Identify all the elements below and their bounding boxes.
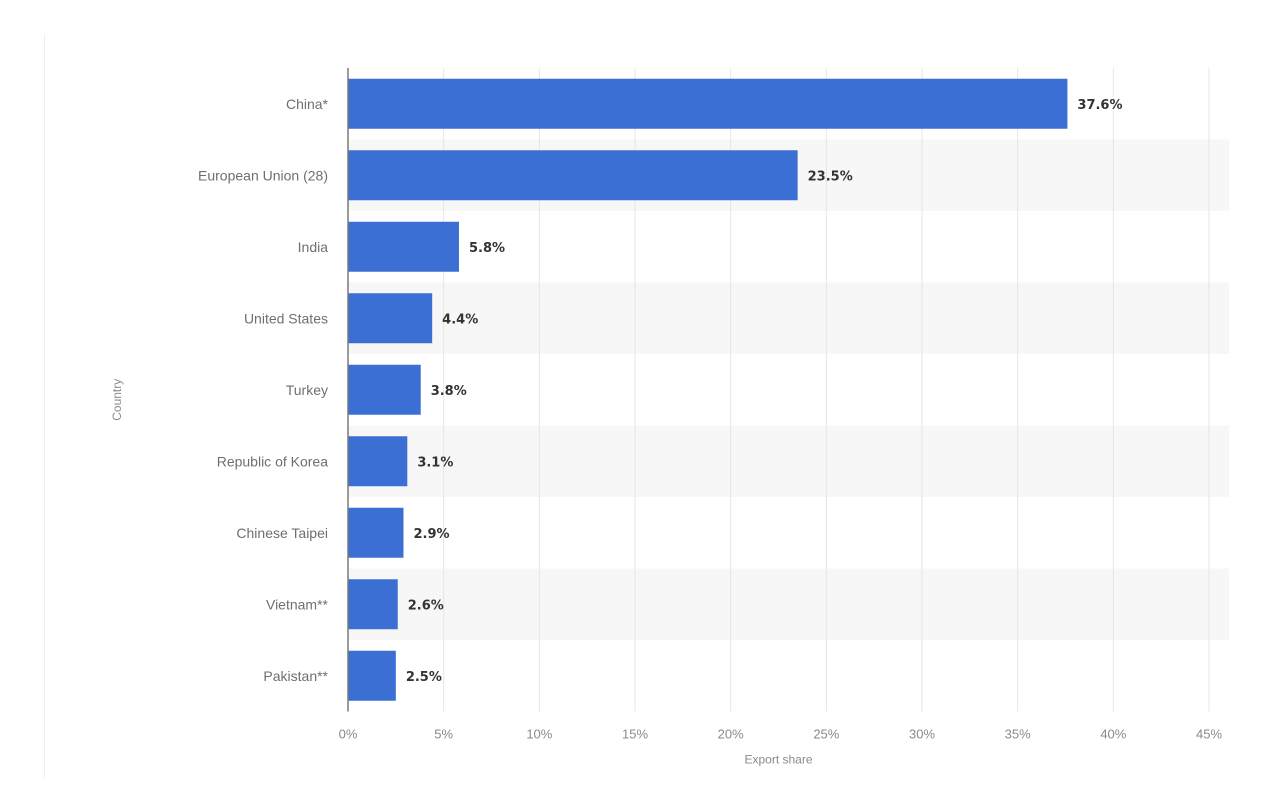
- x-tick-labels: 0% 5% 10% 15% 20% 25% 30% 35% 40% 45%: [339, 727, 1223, 742]
- bar: [348, 150, 798, 201]
- bar: [348, 650, 396, 701]
- x-tick-label: 15%: [622, 727, 648, 742]
- row-band: [348, 568, 1229, 640]
- x-tick-label: 45%: [1196, 727, 1222, 742]
- category-labels: China* European Union (28) India United Sta…: [198, 96, 329, 684]
- data-labels: 37.6% 23.5% 5.8% 4.4% 3.8% 3.1% 2.9% 2.6% 2.5%: [406, 98, 1123, 685]
- x-tick-label: 25%: [813, 727, 839, 742]
- x-tick-label: 30%: [909, 727, 935, 742]
- x-axis-title: Export share: [744, 753, 812, 767]
- category-label: India: [298, 239, 329, 255]
- category-label: Chinese Taipei: [236, 525, 328, 541]
- data-label: 2.9%: [413, 527, 449, 542]
- category-label: European Union (28): [198, 167, 328, 183]
- bar: [348, 78, 1068, 129]
- bar: [348, 364, 421, 415]
- bar: [348, 579, 398, 630]
- data-label: 2.5%: [406, 670, 442, 685]
- y-axis-title: Country: [110, 379, 124, 421]
- x-tick-label: 20%: [718, 727, 744, 742]
- category-label: Pakistan**: [263, 668, 328, 684]
- bar: [348, 436, 408, 487]
- x-tick-label: 35%: [1005, 727, 1031, 742]
- bar: [348, 507, 404, 558]
- category-label: Republic of Korea: [217, 453, 329, 469]
- category-label: China*: [286, 96, 329, 112]
- bar: [348, 221, 459, 272]
- category-label: United States: [244, 310, 328, 326]
- data-label: 3.8%: [431, 384, 467, 399]
- data-label: 3.1%: [417, 455, 453, 470]
- data-label: 2.6%: [408, 598, 444, 613]
- x-tick-label: 40%: [1100, 727, 1126, 742]
- category-label: Vietnam**: [266, 596, 329, 612]
- x-tick-label: 0%: [339, 727, 358, 742]
- x-tick-label: 5%: [434, 727, 453, 742]
- data-label: 37.6%: [1077, 98, 1122, 113]
- category-label: Turkey: [286, 382, 328, 398]
- data-label: 23.5%: [808, 169, 853, 184]
- bar-chart: China* European Union (28) India United Sta…: [110, 68, 1229, 767]
- data-label: 5.8%: [469, 241, 505, 256]
- row-band: [348, 282, 1229, 354]
- x-tick-label: 10%: [526, 727, 552, 742]
- bar: [348, 293, 433, 344]
- row-band: [348, 425, 1229, 497]
- bars: [348, 78, 1068, 701]
- row-bands: [348, 139, 1229, 640]
- data-label: 4.4%: [442, 312, 478, 327]
- chart-container: China* European Union (28) India United Sta…: [44, 34, 1241, 779]
